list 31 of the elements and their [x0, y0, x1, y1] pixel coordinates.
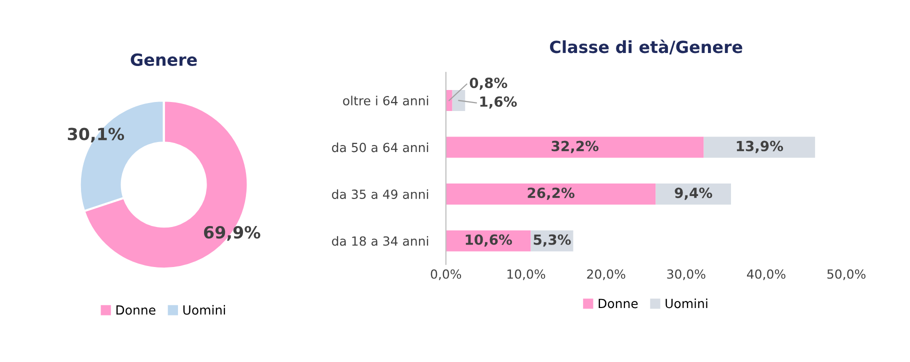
y-tick-label: oltre i 64 anni [343, 96, 428, 106]
chart-title: Classe di età/Genere [550, 40, 742, 54]
data-label: 32,2% [552, 140, 598, 154]
bar [452, 90, 466, 112]
x-tick-label: 30,0% [667, 269, 706, 280]
legend-label: Donne [598, 298, 638, 308]
data-label: 30,1% [68, 128, 124, 142]
data-label: 69,9% [204, 226, 260, 241]
bar [656, 184, 731, 205]
x-tick-label: 10,0% [508, 269, 546, 280]
data-label: 5,3% [534, 234, 571, 247]
data-label: 13,9% [736, 140, 784, 154]
legend-label: Donne [116, 305, 156, 315]
data-label: 26,2% [528, 188, 574, 200]
legend-label: Uomini [183, 305, 225, 315]
bar [446, 136, 704, 158]
y-tick-label: da 18 a 34 anni [332, 236, 428, 246]
bar [446, 184, 656, 205]
x-tick-label: 20,0% [587, 269, 626, 280]
y-tick-label: da 50 a 64 anni [332, 142, 428, 152]
x-tick-label: 0,0% [430, 269, 462, 280]
data-label: 9,4% [674, 188, 712, 200]
chart-title: Genere [130, 53, 197, 66]
y-tick-label: da 35 a 49 anni [332, 189, 428, 199]
data-label: 0,8% [470, 78, 508, 90]
data-label: 10,6% [466, 234, 512, 247]
x-tick-label: 50,0% [827, 269, 866, 280]
legend-label: Uomini [666, 298, 708, 308]
bar [704, 136, 816, 158]
x-tick-label: 40,0% [746, 269, 786, 280]
data-label: 1,6% [480, 96, 517, 109]
